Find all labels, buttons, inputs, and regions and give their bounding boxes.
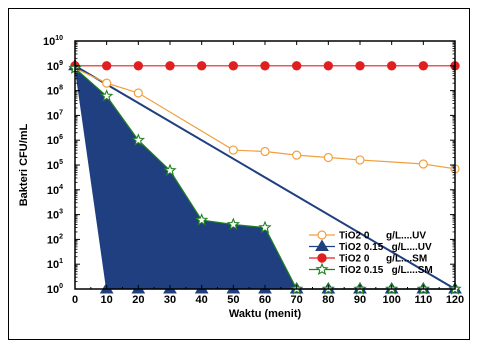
x-tick-label-11: 110 xyxy=(414,294,432,306)
point-tio2-0-uv-4 xyxy=(260,146,270,157)
y-tick-exponent-10: 10 xyxy=(55,35,63,42)
point-tio2-0-sm-4 xyxy=(196,61,207,71)
point-tio2-0-uv-1 xyxy=(102,78,112,88)
point-tio2-015-sm-5 xyxy=(226,217,240,231)
x-tick-label-1: 10 xyxy=(101,294,113,306)
point-tio2-0-sm-3 xyxy=(165,61,175,71)
x-tick-label-10: 100 xyxy=(382,294,400,306)
x-axis-label: Waktu (menit) xyxy=(229,308,302,320)
point-tio2-0-uv-8 xyxy=(418,159,428,169)
legend-entry-tio2-0-uv-marker xyxy=(317,230,327,240)
legend-entry-tio2-015-uv-label: TiO2 0.15 g/L....UV xyxy=(339,242,432,253)
point-tio2-015-sm-6 xyxy=(258,220,272,234)
x-tick-label-9: 90 xyxy=(354,294,366,306)
y-tick-exponent-2: 2 xyxy=(59,233,63,240)
point-tio2-0-uv-3 xyxy=(228,145,238,155)
area-fill-tio2-015-sm xyxy=(75,68,455,289)
point-tio2-0-uv-7 xyxy=(355,155,365,165)
point-tio2-0-uv-5 xyxy=(292,150,302,160)
y-tick-label-1: 101 xyxy=(47,258,63,271)
y-tick-label-4: 104 xyxy=(47,184,63,197)
point-tio2-015-sm-2 xyxy=(131,133,145,146)
x-tick-label-4: 40 xyxy=(196,294,208,306)
x-tick-label-3: 30 xyxy=(164,294,176,306)
y-tick-exponent-4: 4 xyxy=(59,184,63,191)
legend-entry-tio2-015-sm-label: TiO2 0.15 g/L....SM xyxy=(339,265,433,276)
point-tio2-0-sm-11 xyxy=(418,61,429,71)
y-axis-label: Bakteri CFU/mL xyxy=(18,123,30,206)
y-tick-exponent-7: 7 xyxy=(59,109,63,116)
point-tio2-015-sm-4 xyxy=(195,213,209,226)
legend-entry-tio2-0-sm-marker xyxy=(317,253,327,263)
point-tio2-0-sm-8 xyxy=(323,61,334,71)
point-tio2-0-sm-1 xyxy=(101,61,112,71)
x-tick-label-0: 0 xyxy=(72,294,78,306)
y-tick-exponent-3: 3 xyxy=(59,209,63,216)
x-tick-label-6: 60 xyxy=(259,294,271,306)
point-tio2-0-sm-9 xyxy=(355,61,365,71)
y-tick-label-9: 109 xyxy=(47,60,63,73)
line-tio2-0-uv xyxy=(74,67,456,170)
legend-entry-tio2-0-uv-label: TiO2 0 g/L....UV xyxy=(339,231,426,242)
reference-line xyxy=(74,64,456,290)
y-tick-label-5: 105 xyxy=(47,159,63,172)
point-tio2-0-sm-6 xyxy=(260,61,270,71)
y-tick-exponent-0: 0 xyxy=(59,283,63,290)
chart-frame: 0 10 20 30 40 50 60 70 80 90 100 110 120 100 101 102 103… xyxy=(8,8,470,340)
point-tio2-015-sm-1 xyxy=(100,89,114,102)
bacteria-chart: 0 10 20 30 40 50 60 70 80 90 100 110 120100101102103… xyxy=(18,35,464,320)
point-tio2-015-sm-3 xyxy=(163,163,177,177)
y-tick-label-3: 103 xyxy=(47,209,63,222)
point-tio2-0-sm-2 xyxy=(133,61,144,71)
legend-entry-tio2-015-uv-marker xyxy=(315,239,329,251)
y-tick-label-0: 100 xyxy=(47,283,63,296)
y-tick-exponent-5: 5 xyxy=(59,159,63,166)
point-tio2-0-sm-10 xyxy=(386,61,397,71)
y-tick-label-10: 1010 xyxy=(43,35,63,48)
y-tick-label-8: 108 xyxy=(47,85,63,98)
point-tio2-0-uv-2 xyxy=(133,88,143,98)
y-tick-label-7: 107 xyxy=(47,109,63,122)
legend-entry-tio2-0-sm-label: TiO2 0 g/L....SM xyxy=(339,254,427,265)
point-tio2-0-sm-7 xyxy=(291,61,302,71)
x-tick-label-8: 80 xyxy=(322,294,334,306)
y-tick-exponent-8: 8 xyxy=(59,85,63,92)
y-tick-label-2: 102 xyxy=(47,233,63,246)
x-tick-label-2: 20 xyxy=(132,294,144,306)
y-tick-exponent-6: 6 xyxy=(59,134,63,141)
y-tick-exponent-1: 1 xyxy=(59,258,63,265)
x-tick-label-7: 70 xyxy=(291,294,303,306)
x-tick-label-5: 50 xyxy=(227,294,239,306)
point-tio2-0-uv-6 xyxy=(323,152,333,163)
legend-entry-tio2-015-sm-marker xyxy=(315,262,329,276)
y-tick-label-6: 106 xyxy=(47,134,63,147)
x-tick-label-12: 120 xyxy=(446,294,464,306)
point-tio2-0-sm-5 xyxy=(228,61,239,71)
y-tick-exponent-9: 9 xyxy=(59,60,63,67)
